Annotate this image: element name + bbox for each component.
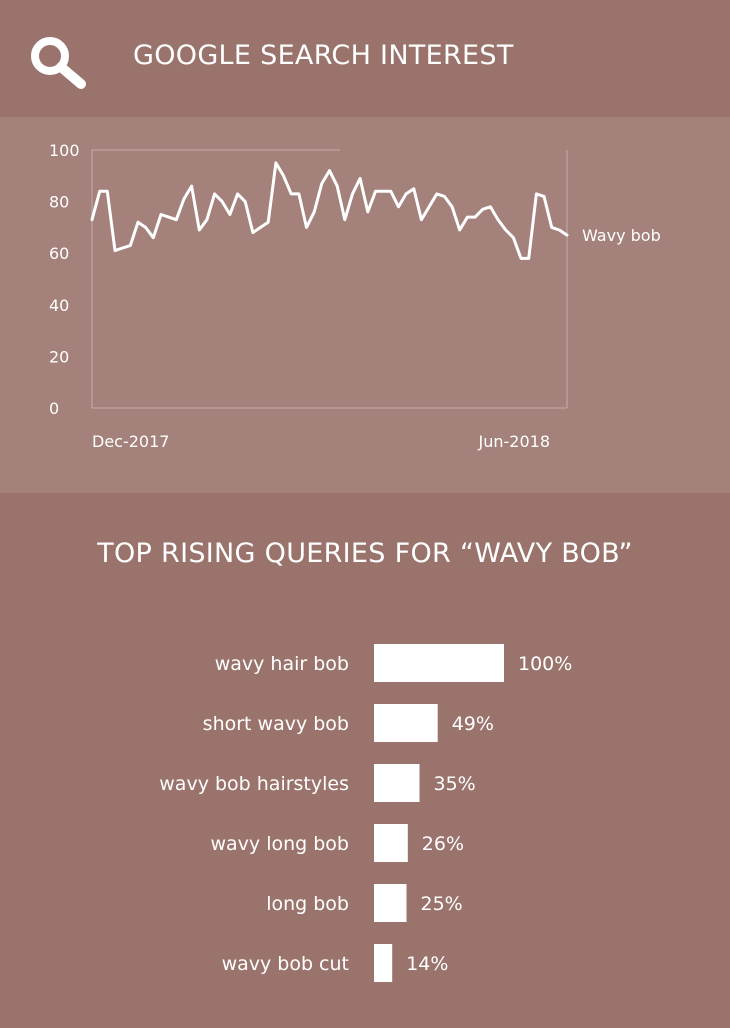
x-tick-label: Jun-2018 — [478, 432, 551, 451]
bar — [374, 704, 438, 742]
line-chart-panel: 0 20 40 60 80 100 Dec-2017 Jun-2018 Wavy bob — [0, 117, 730, 493]
bar-value-label: 14% — [406, 953, 448, 975]
bar — [374, 824, 408, 862]
series-line-wavy-bob — [90, 161, 569, 260]
y-tick-label: 20 — [49, 347, 69, 366]
search-icon — [31, 37, 86, 89]
y-tick-label: 100 — [49, 141, 80, 160]
bar-value-label: 100% — [518, 653, 572, 675]
bar-category-label: wavy hair bob — [215, 653, 349, 675]
x-tick-label: Dec-2017 — [92, 432, 169, 451]
y-tick-label: 0 — [49, 399, 59, 418]
y-tick-label: 40 — [49, 296, 69, 315]
header-title: GOOGLE SEARCH INTEREST — [133, 40, 514, 71]
bar — [374, 884, 407, 922]
bar — [374, 944, 393, 982]
bar-chart: wavy hair bob 100% short wavy bob 49% wavy b… — [159, 644, 572, 982]
bar-value-label: 35% — [434, 773, 476, 795]
bar-value-label: 49% — [452, 713, 494, 735]
y-tick-label: 60 — [49, 244, 69, 263]
series-label: Wavy bob — [582, 226, 661, 245]
bar-category-label: wavy bob cut — [222, 953, 349, 975]
bar-category-label: wavy bob hairstyles — [159, 773, 349, 795]
bar-category-label: wavy long bob — [210, 833, 349, 855]
section-title: TOP RISING QUERIES FOR “WAVY BOB” — [97, 538, 633, 569]
bar — [374, 644, 504, 682]
line-chart: 0 20 40 60 80 100 Dec-2017 Jun-2018 Wavy bob — [49, 141, 661, 451]
y-tick-label: 80 — [49, 193, 69, 212]
header: GOOGLE SEARCH INTEREST — [0, 0, 730, 117]
bar-category-label: short wavy bob — [203, 713, 349, 735]
bar-value-label: 26% — [422, 833, 464, 855]
bar-value-label: 25% — [421, 893, 463, 915]
bar-category-label: long bob — [266, 893, 349, 915]
bar — [374, 764, 420, 802]
